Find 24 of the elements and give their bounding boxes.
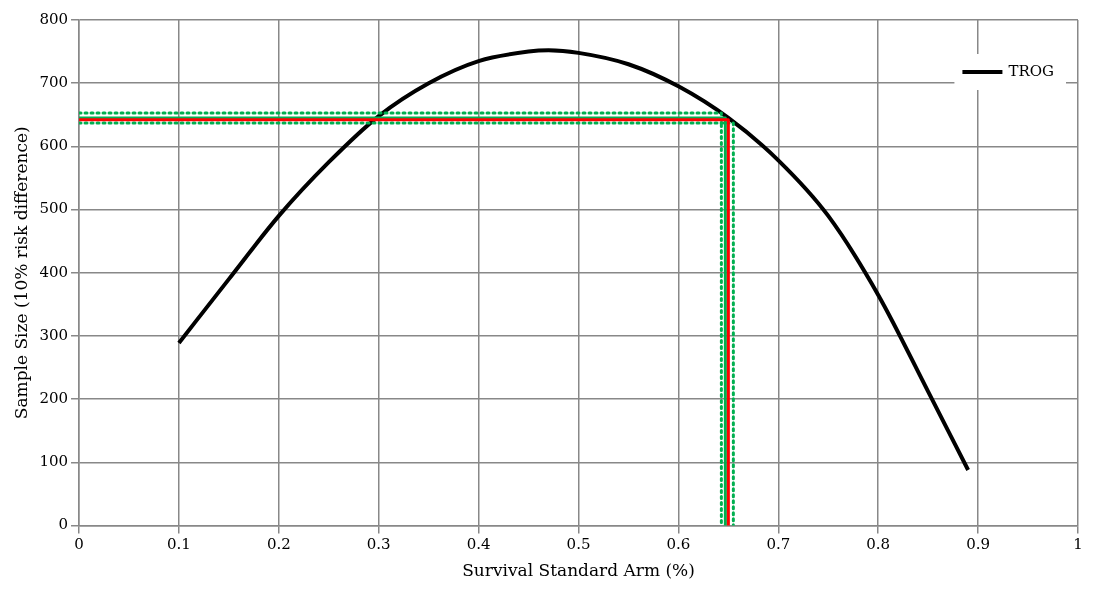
- line-series: [176, 48, 971, 472]
- y-tick-label: 300: [39, 325, 69, 344]
- x-tick-label: 0.7: [766, 535, 791, 554]
- x-tick-label: 0.5: [566, 535, 591, 554]
- y-tick-label: 400: [39, 262, 69, 281]
- y-tick-label: 100: [39, 452, 69, 471]
- y-tick-label: 500: [39, 199, 69, 218]
- y-tick-label: 700: [39, 73, 69, 92]
- y-tick-label: 600: [39, 136, 69, 155]
- x-tick-label: 0.9: [966, 535, 991, 554]
- y-tick-label: 800: [39, 9, 69, 28]
- x-tick-label: 0: [74, 535, 84, 554]
- x-axis-title: Survival Standard Arm (%): [462, 560, 695, 581]
- legend-label: TROG: [1008, 61, 1055, 80]
- x-tick-label: 0.2: [266, 535, 291, 554]
- y-tick-label: 200: [39, 389, 69, 408]
- y-tick-label: 0: [58, 515, 69, 534]
- x-tick-label: 0.4: [466, 535, 491, 554]
- x-tick-label: 0.6: [666, 535, 691, 554]
- x-tick-label: 0.8: [866, 535, 891, 554]
- x-tick-label: 1: [1073, 535, 1083, 554]
- x-tick-label: 0.3: [366, 535, 391, 554]
- x-tick-label: 0.1: [167, 535, 191, 554]
- y-axis-title: Sample Size (10% risk difference): [10, 126, 31, 420]
